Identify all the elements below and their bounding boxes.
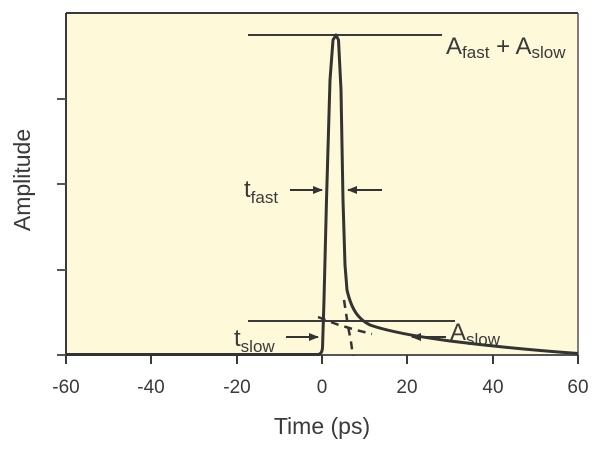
x-tick-label: 40	[482, 377, 503, 398]
x-tick-label: 0	[317, 377, 328, 398]
tslow-label: tslow	[234, 325, 275, 356]
fast-component-dashed	[342, 299, 355, 357]
plot-area	[66, 13, 578, 355]
y-axis-ticks	[57, 98, 66, 356]
pulse-curve	[66, 33, 579, 356]
x-tick-label: 20	[396, 377, 417, 398]
x-tick-label: 60	[567, 377, 588, 398]
y-axis-title: Amplitude	[9, 129, 35, 231]
x-axis-ticks	[65, 355, 579, 364]
tfast-label: tfast	[244, 176, 278, 207]
aslow-label: Aslow	[450, 319, 501, 349]
x-tick-labels: -60 -40 -20 0 20 40 60	[52, 377, 588, 398]
peak-amplitude-label: Afast + Aslow	[446, 33, 566, 62]
x-tick-label: -60	[52, 377, 79, 398]
x-axis-title: Time (ps)	[274, 413, 370, 439]
x-tick-label: -40	[137, 377, 164, 398]
slow-component-dashed	[317, 315, 373, 336]
x-tick-label: -20	[223, 377, 250, 398]
